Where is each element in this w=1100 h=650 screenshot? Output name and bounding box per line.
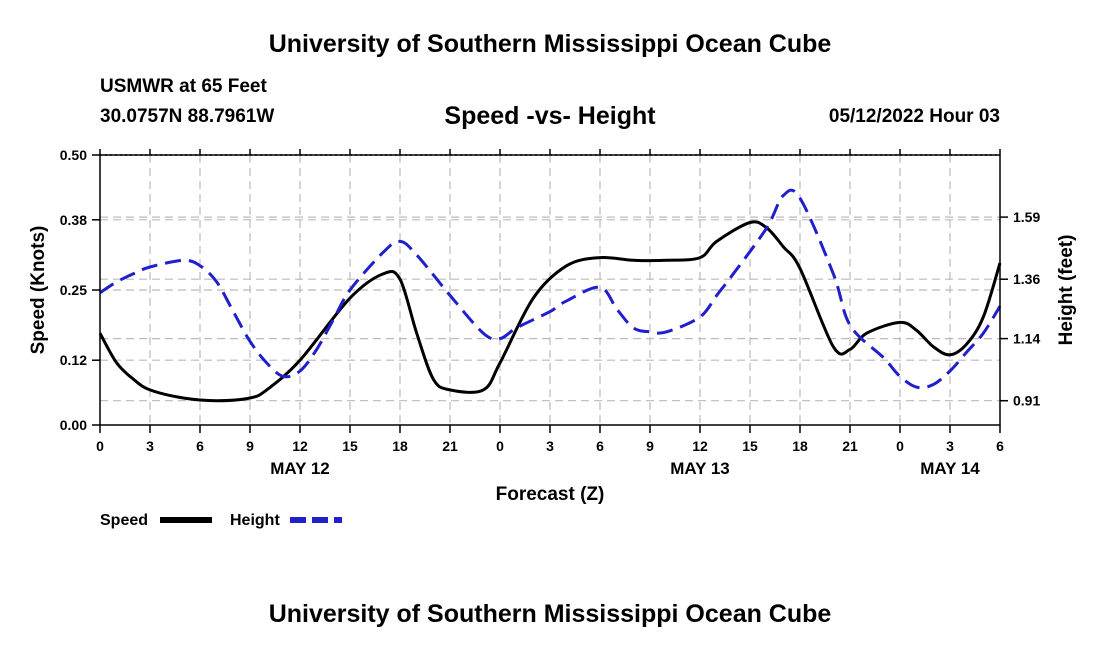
x-tick-label: 12 xyxy=(692,438,708,454)
day-label: MAY 14 xyxy=(920,459,980,478)
x-tick-label: 18 xyxy=(392,438,408,454)
x-tick-label: 15 xyxy=(342,438,358,454)
chart-ticks xyxy=(92,149,1008,433)
x-tick-label: 15 xyxy=(742,438,758,454)
x-tick-label: 21 xyxy=(442,438,458,454)
y-tick-label: 0.50 xyxy=(60,147,87,163)
y2-tick-label: 1.36 xyxy=(1013,271,1040,287)
y-tick-label: 0.38 xyxy=(60,212,87,228)
x-tick-label: 6 xyxy=(596,438,604,454)
chart-title: Speed -vs- Height xyxy=(444,102,656,130)
y2-axis-title: Height (feet) xyxy=(1056,235,1077,346)
station-coordinates: 30.0757N 88.7961W xyxy=(100,106,275,127)
x-tick-label: 9 xyxy=(246,438,254,454)
y-tick-label: 0.00 xyxy=(60,417,87,433)
x-axis-title: Forecast (Z) xyxy=(496,484,605,505)
main-title: University of Southern Mississippi Ocean… xyxy=(268,30,832,58)
x-tick-label: 12 xyxy=(292,438,308,454)
day-label: MAY 12 xyxy=(270,459,330,478)
height-series-line xyxy=(99,188,1002,390)
y-tick-label: 0.25 xyxy=(60,282,87,298)
x-tick-label: 3 xyxy=(546,438,554,454)
footer-title: University of Southern Mississippi Ocean… xyxy=(268,600,832,628)
y2-tick-label: 0.91 xyxy=(1013,393,1040,409)
x-tick-label: 0 xyxy=(96,438,104,454)
chart-grid xyxy=(100,154,1000,425)
chart-labels: 0 3 6 9 12 15 18 21 0 3 6 9 12 15 18 21 0 3 6 0.00 0.12 0.25 0… xyxy=(60,147,1041,478)
x-tick-label: 0 xyxy=(496,438,504,454)
station-label: USMWR at 65 Feet xyxy=(100,76,267,97)
legend-label-speed: Speed xyxy=(100,512,148,529)
speed-series-line xyxy=(98,220,1002,403)
legend-label-height: Height xyxy=(230,512,280,529)
x-tick-label: 21 xyxy=(842,438,858,454)
x-tick-label: 9 xyxy=(646,438,654,454)
y2-tick-label: 1.59 xyxy=(1013,209,1040,225)
y2-tick-label: 1.14 xyxy=(1013,331,1040,347)
x-tick-label: 6 xyxy=(996,438,1004,454)
chart-series xyxy=(98,188,1002,403)
chart-legend: Speed Height xyxy=(100,512,342,529)
day-label: MAY 13 xyxy=(670,459,730,478)
x-tick-label: 18 xyxy=(792,438,808,454)
y-tick-label: 0.12 xyxy=(60,352,87,368)
x-tick-label: 3 xyxy=(946,438,954,454)
x-tick-label: 6 xyxy=(196,438,204,454)
y-axis-title: Speed (Knots) xyxy=(28,226,49,355)
forecast-datetime: 05/12/2022 Hour 03 xyxy=(828,106,1000,127)
x-tick-label: 0 xyxy=(896,438,904,454)
x-tick-label: 3 xyxy=(146,438,154,454)
plot-frame xyxy=(99,154,1001,426)
